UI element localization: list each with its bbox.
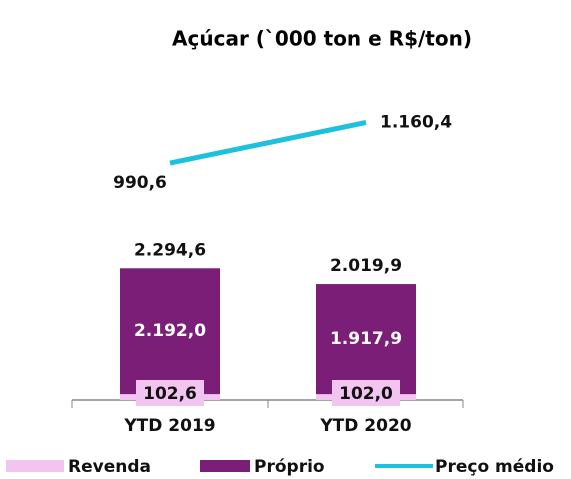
legend-swatch [200, 460, 250, 472]
value-label: 2.192,0 [134, 321, 206, 341]
x-tick-label: YTD 2020 [319, 416, 411, 436]
value-label: 102,0 [339, 384, 393, 404]
bar-segment [120, 268, 220, 395]
legend-label: Revenda [68, 457, 151, 477]
line [169, 120, 367, 166]
total-label: 2.294,6 [134, 240, 206, 260]
total-label: 2.019,9 [330, 256, 402, 276]
x-tick-label: YTD 2019 [123, 416, 215, 436]
value-label: 1.917,9 [330, 329, 402, 349]
legend-swatch [6, 460, 64, 472]
legend-label: Preço médio [435, 457, 554, 477]
value-label-box [136, 380, 204, 406]
value-label: 102,6 [143, 384, 197, 404]
value-label-box [332, 380, 400, 406]
axis [71, 399, 464, 408]
line-label: 990,6 [113, 173, 167, 193]
line-label: 1.160,4 [380, 112, 452, 132]
bar-segment [316, 284, 416, 395]
legend-label: Próprio [254, 457, 325, 477]
chart-title: Açúcar (`000 ton e R$/ton) [172, 27, 472, 51]
